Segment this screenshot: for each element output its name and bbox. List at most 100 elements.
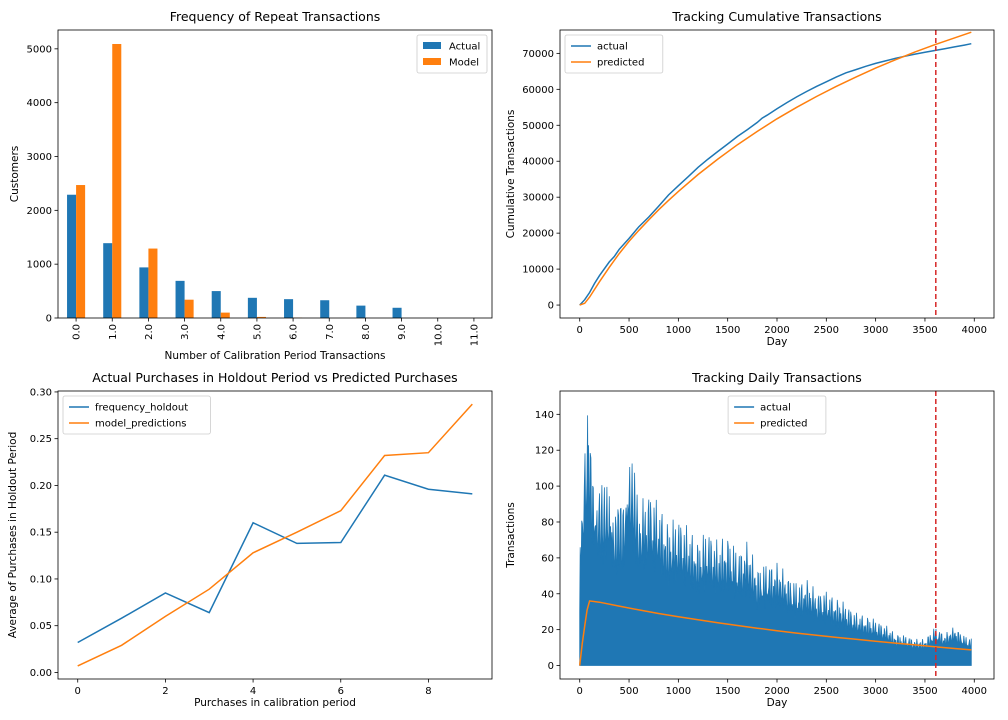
x-tick-label: 1000 [666,325,691,336]
x-tick-label: 10.0 [433,324,444,346]
x-tick-label: 8.0 [361,324,372,340]
bar-actual [103,243,113,318]
x-tick-label: 6.0 [289,324,300,340]
y-tick-label: 0.10 [30,574,52,585]
legend-entry: frequency_holdout [95,403,188,414]
x-tick-label: 1000 [666,686,691,697]
x-axis-label: Purchases in calibration period [194,697,356,709]
bar-model [148,248,158,318]
axes-frame [57,29,493,319]
y-axis-label: Average of Purchases in Holdout Period [7,432,19,639]
y-tick-label: 30000 [522,193,554,204]
chart-title: Frequency of Repeat Transactions [170,9,381,24]
x-tick-label: 2500 [814,325,839,336]
y-tick-label: 70000 [522,49,554,60]
x-tick-label: 1.0 [108,324,119,340]
series-model_predictions-line [77,403,473,667]
y-tick-label: 0.30 [30,387,52,398]
legend: Actual Model [416,34,488,74]
series-predicted-line [579,31,972,306]
y-tick-label: 40 [541,589,554,600]
y-tick-label: 3000 [27,152,52,163]
bar-model [220,312,230,318]
legend-entry: Actual [449,42,480,53]
y-tick-label: 20000 [522,229,554,240]
x-tick-label: 4000 [962,325,987,336]
series-actual-area [579,415,972,666]
y-tick-label: 1000 [27,260,52,271]
legend-entry: actual [597,42,628,53]
chart-tracking-daily-transactions: Tracking Daily Transactions Day Transactio… [505,370,995,709]
y-tick-label: 0.15 [30,528,52,539]
x-tick-label: 2 [162,686,168,697]
y-tick-label: 60 [541,553,554,564]
x-tick-label: 2500 [814,686,839,697]
chart-title: Tracking Cumulative Transactions [671,9,881,24]
x-tick-label: 7.0 [325,324,336,340]
series-actual-spikes [579,415,972,666]
x-tick-label: 3.0 [180,324,191,340]
chart-tracking-cumulative-transactions: Tracking Cumulative Transactions Day Cumul… [505,9,995,348]
y-tick-label: 50000 [522,121,554,132]
legend-swatch [423,58,441,65]
x-tick-label: 4000 [962,686,987,697]
y-axis-label: Cumulative Transactions [505,110,517,239]
x-tick-label: 2000 [764,325,789,336]
bar-actual [392,307,402,318]
legend-entry: predicted [597,58,644,69]
x-axis-label: Number of Calibration Period Transaction… [164,350,385,362]
x-tick-label: 0.0 [72,324,83,340]
y-tick-label: 0 [548,661,554,672]
x-axis-label: Day [767,697,788,709]
y-tick-label: 0.25 [30,434,52,445]
y-tick-label: 0.00 [30,668,52,679]
axes-frame [57,390,493,680]
y-axis-label: Customers [9,146,21,202]
y-tick-label: 40000 [522,157,554,168]
legend-entry: predicted [760,419,807,430]
x-tick-label: 500 [619,325,638,336]
y-tick-label: 140 [535,410,554,421]
legend-box [727,395,827,435]
x-tick-label: 500 [619,686,638,697]
x-tick-label: 2.0 [144,324,155,340]
y-axis-label: Transactions [505,502,517,569]
bar-actual [175,280,185,318]
legend: actual predicted [564,34,664,74]
bar-actual [320,300,330,318]
x-tick-label: 3500 [912,325,937,336]
bar-actual [284,299,294,318]
y-tick-label: 5000 [27,44,52,55]
x-tick-label: 5.0 [252,324,263,340]
y-tick-label: 0 [548,301,554,312]
x-tick-label: 1500 [715,325,740,336]
x-tick-label: 4 [250,686,256,697]
bar-model [184,299,194,318]
bar-model [112,43,122,318]
legend-entry: model_predictions [95,419,187,430]
y-tick-label: 0.05 [30,621,52,632]
y-tick-label: 10000 [522,265,554,276]
legend: actual predicted [727,395,827,435]
x-axis-label: Day [767,336,788,348]
chart-title: Tracking Daily Transactions [691,370,862,385]
legend-box [564,34,664,74]
y-tick-label: 20 [541,625,554,636]
x-tick-label: 3500 [912,686,937,697]
x-tick-label: 0 [577,325,583,336]
chart-frequency-repeat-transactions: Frequency of Repeat Transactions Number o… [9,9,493,362]
bar-actual [211,291,221,318]
y-tick-label: 60000 [522,85,554,96]
x-tick-label: 2000 [764,686,789,697]
bar-actual [67,194,77,318]
bar-model [256,316,266,318]
x-tick-label: 1500 [715,686,740,697]
x-tick-label: 6 [338,686,344,697]
y-tick-label: 100 [535,482,554,493]
x-tick-label: 9.0 [397,324,408,340]
legend-swatch [423,42,441,49]
x-tick-label: 4.0 [216,324,227,340]
legend-entry: actual [760,403,791,414]
legend-entry: Model [449,58,479,69]
